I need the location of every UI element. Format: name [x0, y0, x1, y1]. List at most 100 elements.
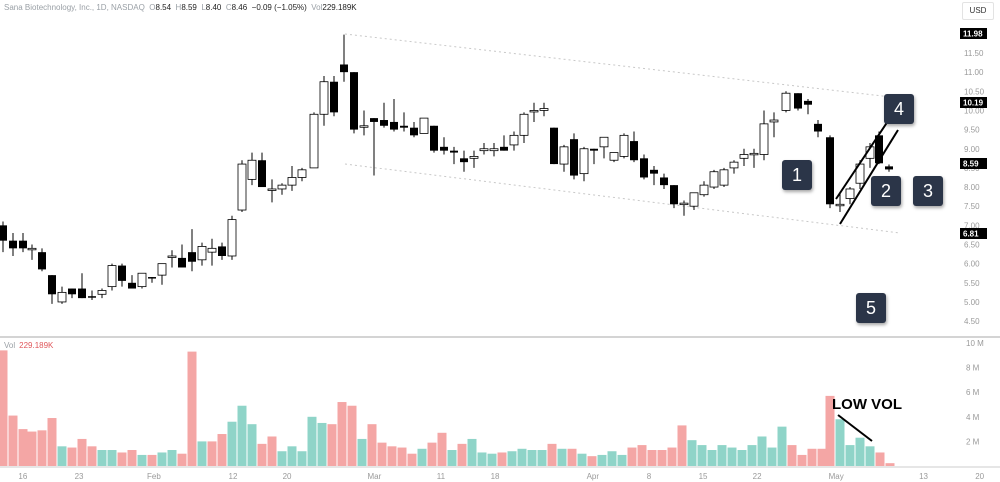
candle	[719, 167, 729, 188]
candle	[247, 152, 257, 186]
volume-bar	[587, 456, 597, 466]
candle	[845, 187, 855, 205]
volume-bar	[477, 452, 487, 466]
candle	[218, 242, 226, 260]
candle	[450, 146, 458, 165]
candle	[749, 148, 759, 168]
candle	[479, 143, 489, 155]
candle	[137, 272, 147, 289]
volume-bars	[0, 350, 895, 466]
volume-bar	[537, 450, 547, 466]
candle	[287, 165, 297, 191]
volume-bar	[227, 421, 237, 466]
candle	[57, 286, 67, 304]
candle	[410, 121, 418, 138]
symbol-name: Sana Biotechnology, Inc., 1D, NASDAQ	[4, 3, 145, 12]
volume-bar	[357, 438, 367, 466]
volume-bar	[287, 446, 297, 466]
svg-text:10.19: 10.19	[963, 99, 984, 108]
volume-bar	[157, 452, 167, 466]
price-axis-label: 10.00	[964, 106, 985, 115]
candle	[19, 233, 27, 253]
annotation-box-1: 1	[782, 160, 812, 190]
time-axis-label: 22	[753, 472, 762, 481]
time-axis-label: 20	[283, 472, 292, 481]
volume-bar	[557, 448, 567, 466]
open-value: 8.54	[155, 3, 172, 12]
candle	[400, 112, 408, 132]
change-value: −0.09 (−1.05%)	[251, 3, 307, 12]
volume-bar	[77, 438, 87, 466]
candle	[118, 263, 126, 287]
time-axis-label: 11	[437, 472, 446, 481]
candle	[689, 192, 699, 211]
volume-bar	[817, 448, 827, 466]
time-axis-label: 23	[75, 472, 84, 481]
candle	[227, 215, 237, 260]
candle	[529, 102, 539, 122]
annotation-box-4: 4	[884, 94, 914, 124]
volume-legend: Vol 229.189K	[4, 341, 54, 350]
candle	[9, 233, 17, 256]
volume-bar	[327, 424, 337, 466]
volume-bar	[147, 454, 157, 466]
currency-button[interactable]: USD	[962, 2, 994, 20]
annotation-box-3: 3	[913, 176, 943, 206]
volume-bar	[487, 453, 497, 466]
candle	[128, 275, 136, 289]
volume-bar	[167, 450, 177, 466]
volume-bar	[207, 441, 217, 466]
low-value: 8.40	[205, 3, 222, 12]
volume-bar	[18, 429, 28, 466]
volume-bar	[397, 447, 407, 466]
candle	[769, 112, 779, 138]
candle	[609, 152, 619, 163]
candle	[539, 102, 549, 117]
volume-bar	[267, 436, 277, 466]
time-axis-label: Apr	[587, 472, 600, 481]
drawn-trendline[interactable]	[839, 129, 899, 225]
volume-bar	[727, 447, 737, 466]
volume-bar	[47, 418, 57, 466]
volume-bar	[637, 445, 647, 466]
time-axis-label: 13	[919, 472, 928, 481]
price-tag: 11.98	[960, 28, 987, 39]
price-axis-label: 6.00	[964, 260, 980, 269]
volume-bar	[197, 441, 207, 466]
candle	[0, 221, 7, 253]
candle	[97, 288, 107, 299]
candle	[699, 181, 709, 197]
volume-bar	[387, 446, 397, 466]
volume-bar	[747, 445, 757, 466]
candle	[167, 250, 177, 268]
candle	[670, 185, 678, 209]
volume-value: 229.189K	[322, 3, 357, 12]
trend-channel-upper	[344, 33, 901, 99]
volume-legend-value: 229.189K	[19, 341, 54, 350]
candle	[440, 137, 448, 155]
candle	[27, 244, 37, 260]
volume-bar	[457, 443, 467, 466]
volume-bar	[707, 450, 717, 466]
volume-axis-label: 2 M	[966, 437, 980, 446]
drawn-trendline[interactable]	[837, 414, 873, 442]
volume-bar	[257, 443, 267, 466]
annotation-box-5: 5	[856, 293, 886, 323]
volume-bar	[885, 463, 895, 466]
close-value: 8.46	[231, 3, 248, 12]
candle	[340, 34, 348, 82]
candle	[68, 288, 76, 299]
candle	[570, 133, 578, 180]
drawn-trendline[interactable]	[835, 117, 891, 200]
volume-bar	[317, 422, 327, 466]
volume-bar	[845, 445, 855, 466]
time-axis-label: 15	[699, 472, 708, 481]
candle	[188, 229, 196, 272]
candle	[729, 160, 739, 174]
candle	[619, 133, 629, 159]
candle	[519, 112, 529, 144]
candle	[258, 152, 266, 188]
candle	[500, 135, 508, 151]
volume-bar	[8, 415, 18, 466]
